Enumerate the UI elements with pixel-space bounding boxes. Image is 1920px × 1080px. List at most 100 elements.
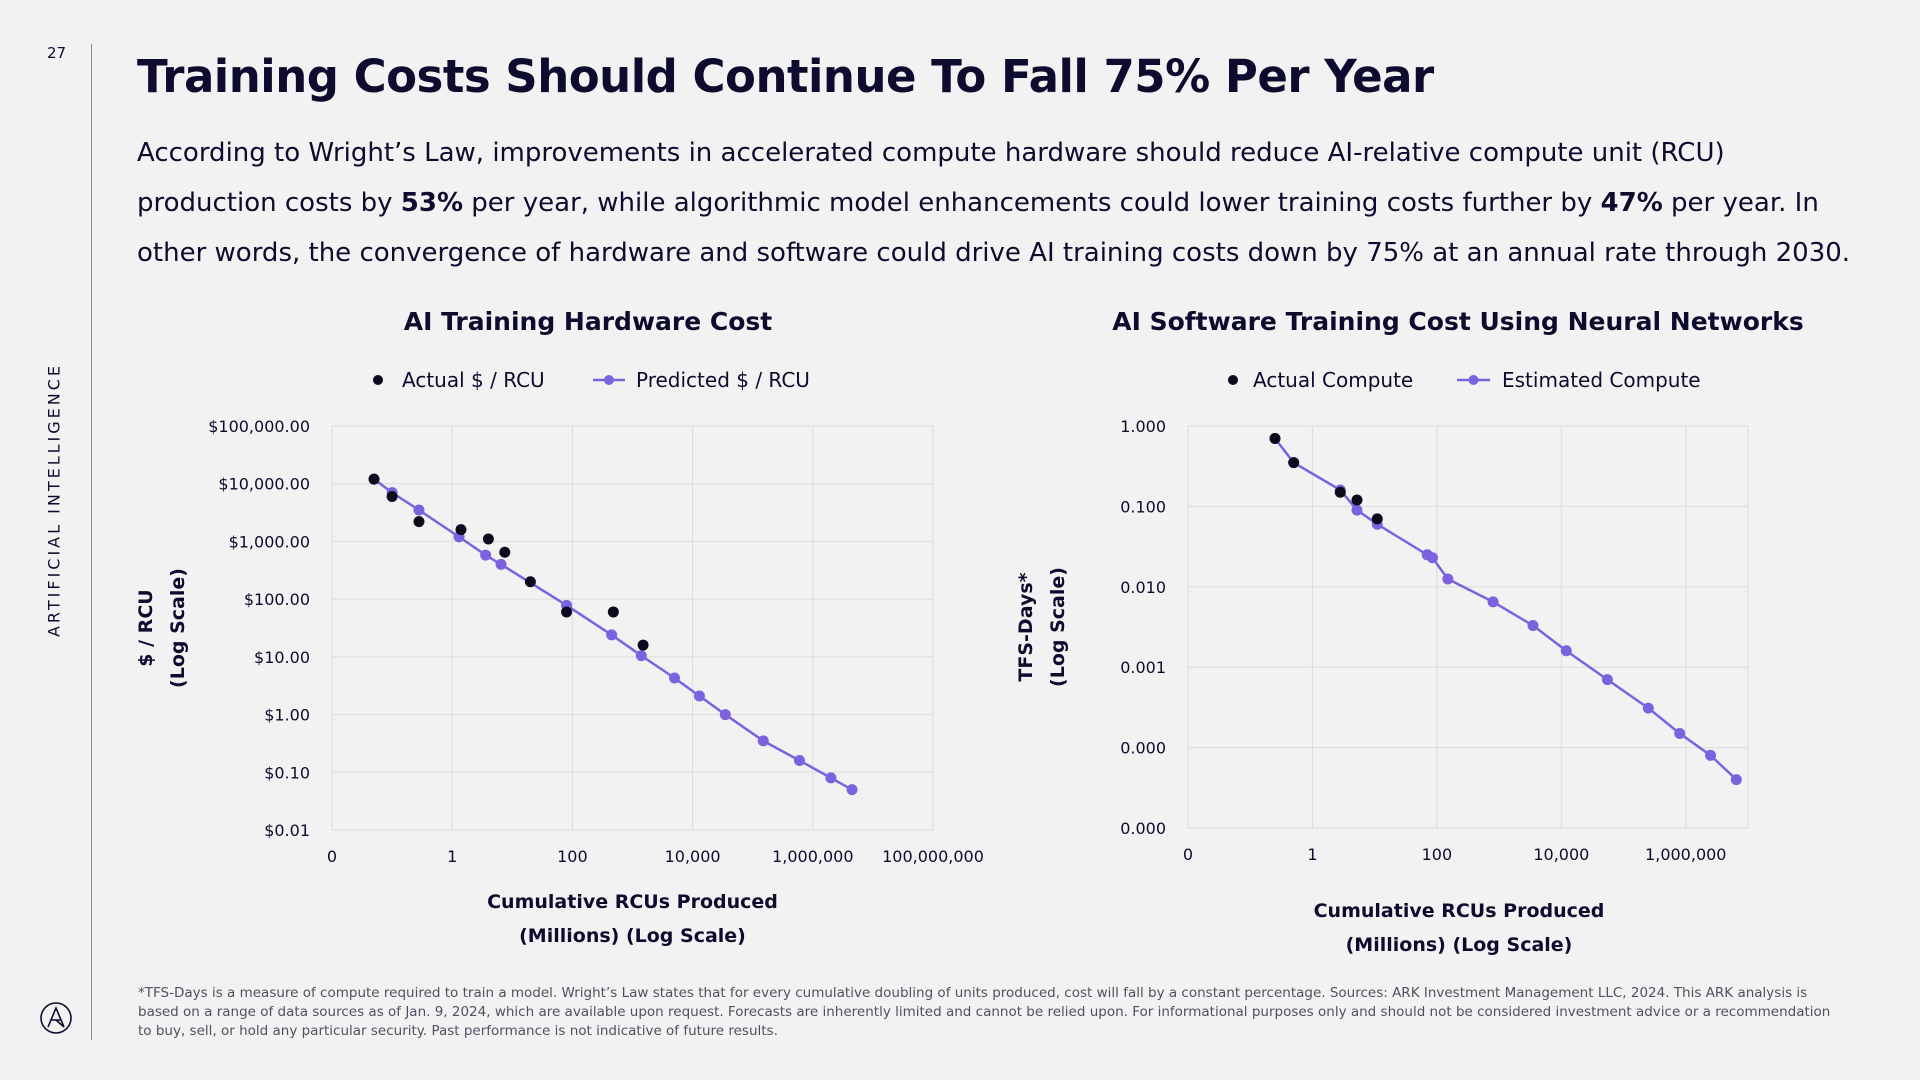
- x-tick-label: 1: [447, 847, 457, 866]
- actual-point: [1269, 432, 1281, 444]
- x-tick-label: 10,000: [665, 847, 721, 866]
- actual-point: [368, 473, 380, 485]
- software-cost-chart: AI Software Training Cost Using Neural N…: [1010, 300, 1890, 960]
- predicted-point: [1560, 645, 1572, 657]
- subtitle-software-rate: 47%: [1600, 188, 1663, 218]
- chart-title: AI Software Training Cost Using Neural N…: [1112, 307, 1803, 336]
- predicted-point: [719, 709, 731, 721]
- section-label: ARTIFICIAL INTELLIGENCE: [44, 362, 64, 638]
- y-axis-title-line2: (Log Scale): [167, 568, 189, 688]
- x-tick-label: 100: [557, 847, 588, 866]
- predicted-point: [1426, 552, 1438, 564]
- chart-title: AI Training Hardware Cost: [404, 307, 773, 336]
- y-tick-label: 0.100: [1120, 497, 1166, 516]
- y-tick-label: $10,000.00: [218, 475, 310, 494]
- actual-point: [1334, 486, 1346, 498]
- predicted-point: [1642, 702, 1654, 714]
- predicted-point: [846, 784, 858, 796]
- y-tick-label: 0.000: [1120, 819, 1166, 838]
- predicted-point: [413, 504, 425, 516]
- legend-predicted-label: Estimated Compute: [1502, 368, 1701, 392]
- x-tick-label: 0: [1183, 845, 1193, 864]
- predicted-point: [1487, 596, 1499, 608]
- x-tick-label: 0: [327, 847, 337, 866]
- subtitle-hardware-rate: 53%: [400, 188, 464, 218]
- x-axis-title-line1: Cumulative RCUs Produced: [1314, 900, 1605, 922]
- x-axis-title-line1: Cumulative RCUs Produced: [487, 891, 778, 913]
- predicted-point: [1351, 504, 1363, 516]
- actual-point: [499, 546, 511, 558]
- predicted-point: [825, 772, 837, 784]
- y-tick-label: $1,000.00: [229, 532, 310, 551]
- predicted-point: [606, 629, 618, 641]
- actual-point: [607, 606, 619, 618]
- predicted-point: [1674, 727, 1686, 739]
- actual-point: [482, 533, 494, 545]
- predicted-point: [495, 558, 507, 570]
- legend-actual-marker: [1228, 375, 1238, 385]
- predicted-series-line: [373, 478, 853, 791]
- predicted-point: [1730, 774, 1742, 786]
- predicted-point: [693, 690, 705, 702]
- x-tick-label: 1: [1307, 845, 1317, 864]
- hardware-cost-chart: AI Training Hardware Cost Actual $ / RCU P…: [130, 300, 1010, 960]
- x-tick-label: 100,000,000: [882, 847, 984, 866]
- page-number: 27: [47, 44, 67, 62]
- predicted-point: [480, 549, 492, 561]
- actual-point: [524, 576, 536, 588]
- x-axis-title-line2: (Millions) (Log Scale): [519, 925, 746, 947]
- legend-predicted-marker: [1468, 375, 1479, 385]
- actual-point: [637, 639, 649, 651]
- predicted-point: [793, 755, 805, 767]
- page-title: Training Costs Should Continue To Fall 7…: [137, 50, 1434, 103]
- x-tick-label: 1,000,000: [772, 847, 853, 866]
- x-axis-title-line2: (Millions) (Log Scale): [1346, 934, 1573, 956]
- predicted-point: [1601, 674, 1613, 686]
- subtitle-part1: According to Wright’s Law, improvements …: [137, 138, 1725, 218]
- predicted-point: [635, 650, 647, 662]
- predicted-point: [669, 672, 681, 684]
- actual-point: [455, 524, 467, 536]
- actual-point: [561, 606, 573, 618]
- x-tick-label: 100: [1422, 845, 1453, 864]
- predicted-point: [1442, 573, 1454, 585]
- predicted-series-line: [1273, 437, 1738, 781]
- y-axis-title: $ / RCU (Log Scale): [135, 568, 189, 688]
- y-tick-label: $100,000.00: [208, 417, 310, 436]
- x-tick-label: 1,000,000: [1645, 845, 1726, 864]
- plot-area: [1187, 425, 1749, 829]
- y-axis-title-line1: TFS-Days*: [1015, 572, 1037, 681]
- predicted-point: [1705, 749, 1717, 761]
- actual-point: [1351, 494, 1363, 506]
- x-tick-label: 10,000: [1533, 845, 1589, 864]
- y-tick-label: $0.01: [264, 821, 310, 840]
- y-tick-label: 0.000: [1120, 739, 1166, 758]
- hardware-cost-chart-svg: AI Training Hardware Cost Actual $ / RCU P…: [135, 307, 984, 947]
- plot-area: [331, 425, 934, 831]
- actual-point: [1288, 457, 1300, 469]
- legend-actual-label: Actual Compute: [1253, 368, 1413, 392]
- left-divider: [91, 44, 92, 1040]
- legend-actual-label: Actual $ / RCU: [402, 368, 545, 392]
- predicted-point: [1527, 620, 1539, 632]
- footnote: *TFS-Days is a measure of compute requir…: [138, 985, 1831, 1039]
- y-tick-label: $100.00: [244, 590, 310, 609]
- y-axis-title-line2: (Log Scale): [1047, 567, 1069, 687]
- y-tick-label: 0.010: [1120, 578, 1166, 597]
- y-tick-label: $1.00: [264, 706, 310, 725]
- predicted-point: [757, 735, 769, 747]
- actual-point: [1371, 513, 1383, 525]
- subtitle-part2: per year, while algorithmic model enhanc…: [463, 188, 1601, 218]
- subtitle-part3: per year. In other words, the convergenc…: [137, 188, 1851, 268]
- y-tick-label: 0.001: [1120, 658, 1166, 677]
- ark-logo-icon: [40, 1002, 72, 1034]
- legend-actual-marker: [373, 375, 383, 385]
- legend-predicted-label: Predicted $ / RCU: [636, 368, 810, 392]
- legend-predicted-marker: [604, 375, 614, 385]
- actual-point: [413, 516, 425, 528]
- actual-point: [386, 491, 398, 503]
- y-tick-label: $0.10: [264, 763, 310, 782]
- y-tick-label: $10.00: [254, 648, 310, 667]
- software-cost-chart-svg: AI Software Training Cost Using Neural N…: [1015, 307, 1804, 956]
- y-axis-title-line1: $ / RCU: [135, 589, 157, 666]
